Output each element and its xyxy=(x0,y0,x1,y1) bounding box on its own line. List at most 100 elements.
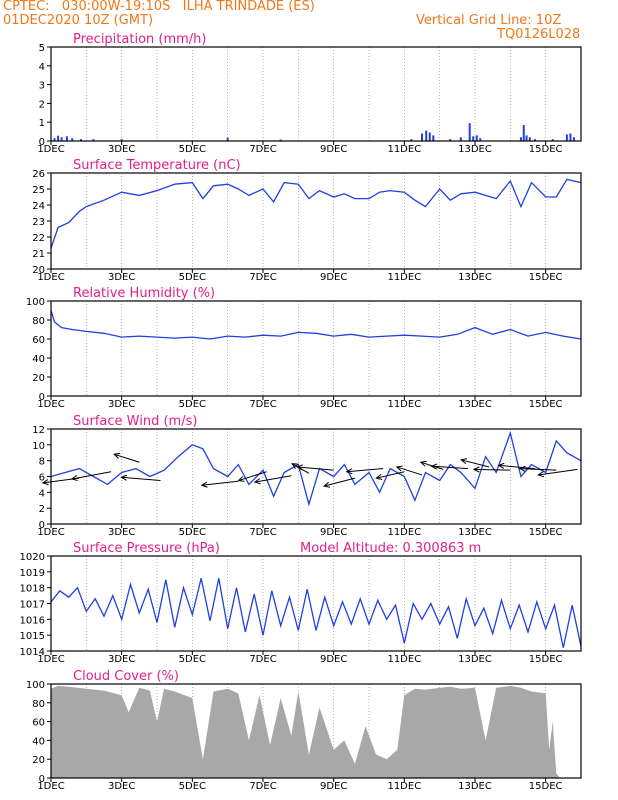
y-tick-label: 0 xyxy=(39,392,45,403)
wind-arrow xyxy=(71,471,112,480)
y-tick-label: 1015 xyxy=(20,631,45,642)
panel-title: Surface Temperature (nC) xyxy=(73,158,241,173)
panel-frame xyxy=(50,428,582,525)
y-tick-label: 6 xyxy=(39,473,45,484)
y-tick-label: 10 xyxy=(32,441,45,452)
panel-frame xyxy=(50,555,582,652)
y-tick-label: 0 xyxy=(39,520,45,531)
precip-bar xyxy=(459,137,462,141)
header-model-code: TQ0126L028 xyxy=(497,27,581,42)
wind-arrow-head xyxy=(237,476,245,482)
x-tick-label: 9DEC xyxy=(320,781,347,792)
precip-bar xyxy=(92,139,95,141)
x-tick-label: 11DEC xyxy=(387,654,421,665)
y-tick-label: 0 xyxy=(39,774,45,785)
header-grid-line-label: Vertical Grid Line: 10Z xyxy=(416,13,562,28)
y-tick-label: 2 xyxy=(39,504,45,515)
wind-arrow xyxy=(498,464,536,470)
y-tick-label: 12 xyxy=(32,425,45,436)
precip-bar xyxy=(528,137,531,141)
precip-bar xyxy=(534,139,537,141)
wind-arrow xyxy=(538,468,578,476)
x-tick-label: 3DEC xyxy=(108,654,135,665)
wind-arrow xyxy=(238,471,267,482)
x-tick-label: 9DEC xyxy=(320,272,347,283)
x-tick-label: 11DEC xyxy=(387,272,421,283)
panel-title: Relative Humidity (%) xyxy=(73,286,215,301)
x-tick-label: 9DEC xyxy=(320,144,347,155)
x-tick-label: 1DEC xyxy=(37,781,64,792)
y-tick-label: 25 xyxy=(32,185,45,196)
precip-bar xyxy=(475,135,478,141)
y-tick-label: 1019 xyxy=(20,568,45,579)
y-tick-label: 100 xyxy=(26,297,45,308)
precip-bar xyxy=(472,136,475,141)
x-tick-label: 11DEC xyxy=(387,399,421,410)
precip-bar xyxy=(428,132,431,141)
x-tick-label: 7DEC xyxy=(249,272,276,283)
x-tick-label: 5DEC xyxy=(179,272,206,283)
wind-arrow-head xyxy=(419,460,427,467)
y-tick-label: 3 xyxy=(39,81,45,92)
x-tick-label: 15DEC xyxy=(529,144,563,155)
x-tick-label: 7DEC xyxy=(249,399,276,410)
wind-arrow-head xyxy=(291,463,299,469)
x-tick-label: 9DEC xyxy=(320,654,347,665)
x-tick-label: 13DEC xyxy=(458,527,492,538)
precip-bar xyxy=(226,137,229,141)
y-tick-label: 22 xyxy=(32,233,45,244)
x-tick-label: 3DEC xyxy=(108,272,135,283)
y-tick-label: 1017 xyxy=(20,600,45,611)
y-tick-label: 1 xyxy=(39,118,45,129)
wind-arrow xyxy=(519,468,557,471)
x-tick-label: 7DEC xyxy=(249,144,276,155)
precip-bar xyxy=(65,136,68,141)
wind-arrow-head xyxy=(41,479,49,486)
y-tick-label: 1016 xyxy=(20,615,45,626)
x-tick-label: 3DEC xyxy=(108,527,135,538)
wind-arrow-head xyxy=(70,475,78,482)
precip-bar xyxy=(53,138,56,141)
x-tick-label: 3DEC xyxy=(108,144,135,155)
x-tick-label: 1DEC xyxy=(37,272,64,283)
wind-arrow-head xyxy=(497,462,505,469)
x-tick-label: 11DEC xyxy=(387,144,421,155)
y-tick-label: 4 xyxy=(39,488,45,499)
precip-bar xyxy=(522,125,525,141)
panel-frame xyxy=(50,46,582,142)
x-tick-label: 7DEC xyxy=(249,654,276,665)
cloud-area xyxy=(51,685,581,778)
precip-bar xyxy=(71,138,74,141)
x-tick-label: 5DEC xyxy=(179,399,206,410)
panel-1 xyxy=(47,172,582,273)
y-tick-label: 1018 xyxy=(20,584,45,595)
y-tick-label: 20 xyxy=(32,373,45,384)
y-tick-label: 21 xyxy=(32,249,45,260)
x-tick-label: 11DEC xyxy=(387,527,421,538)
panel-0 xyxy=(47,46,582,145)
precip-bar xyxy=(479,138,482,141)
x-tick-label: 5DEC xyxy=(179,144,206,155)
header-location: CPTEC: 030:00W-19:10S ILHA TRINDADE (ES) xyxy=(3,0,315,14)
wind-arrow-head xyxy=(518,465,526,472)
x-tick-label: 5DEC xyxy=(179,527,206,538)
panel-frame xyxy=(50,300,582,397)
y-tick-label: 1014 xyxy=(20,647,45,658)
y-tick-label: 4 xyxy=(39,62,45,73)
x-tick-label: 15DEC xyxy=(529,272,563,283)
x-tick-label: 15DEC xyxy=(529,527,563,538)
wind-arrow-head xyxy=(537,471,545,478)
x-tick-label: 15DEC xyxy=(529,781,563,792)
wind-arrow-head xyxy=(375,474,383,480)
x-tick-label: 5DEC xyxy=(179,781,206,792)
x-tick-label: 11DEC xyxy=(387,781,421,792)
precip-bar xyxy=(449,139,452,141)
precip-bar xyxy=(410,139,413,141)
x-tick-label: 13DEC xyxy=(458,399,492,410)
panel-frame xyxy=(50,172,582,270)
wind-arrow xyxy=(323,477,355,487)
x-tick-label: 1DEC xyxy=(37,399,64,410)
precip-bar xyxy=(80,139,83,141)
wind-arrow xyxy=(396,466,423,476)
